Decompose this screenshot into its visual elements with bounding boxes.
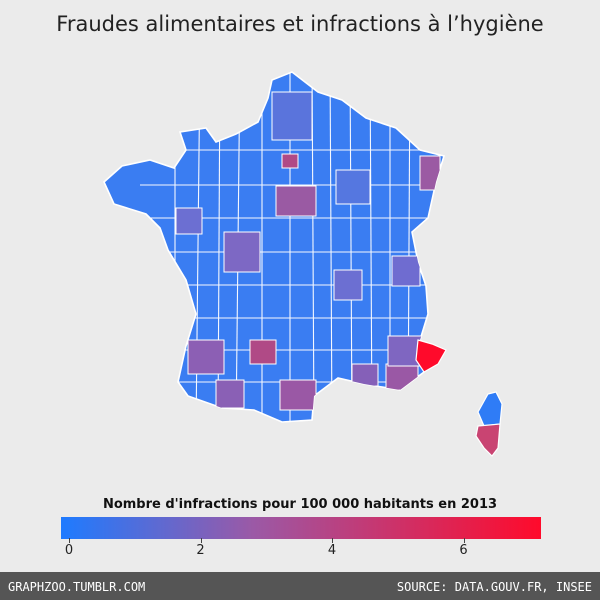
legend-tickmark [200,538,202,543]
legend-tick-label: 4 [327,543,337,558]
map-title: Fraudes alimentaires et infractions à l’… [56,12,544,36]
legend-tick-label: 0 [64,543,74,558]
footer: GRAPHZOO.TUMBLR.COM SOURCE: DATA.GOUV.FR… [0,572,600,600]
footer-source: SOURCE: DATA.GOUV.FR, INSEE [396,580,592,594]
legend-colorbar [61,517,541,539]
legend-tick-label: 2 [196,543,205,558]
legend-title: Nombre d'infractions pour 100 000 habita… [102,497,498,512]
legend-tickmark [463,538,465,543]
alpes-maritimes-area [415,339,447,373]
paris-area [281,153,299,169]
legend-tickmark [332,538,333,543]
legend-tick-label: 6 [459,543,468,558]
footer-credit[interactable]: GRAPHZOO.TUMBLR.COM [8,580,146,594]
corsica-north [477,391,503,427]
corsica-south [475,423,501,457]
legend-tickmark [69,538,70,543]
department-tiles [140,72,444,422]
